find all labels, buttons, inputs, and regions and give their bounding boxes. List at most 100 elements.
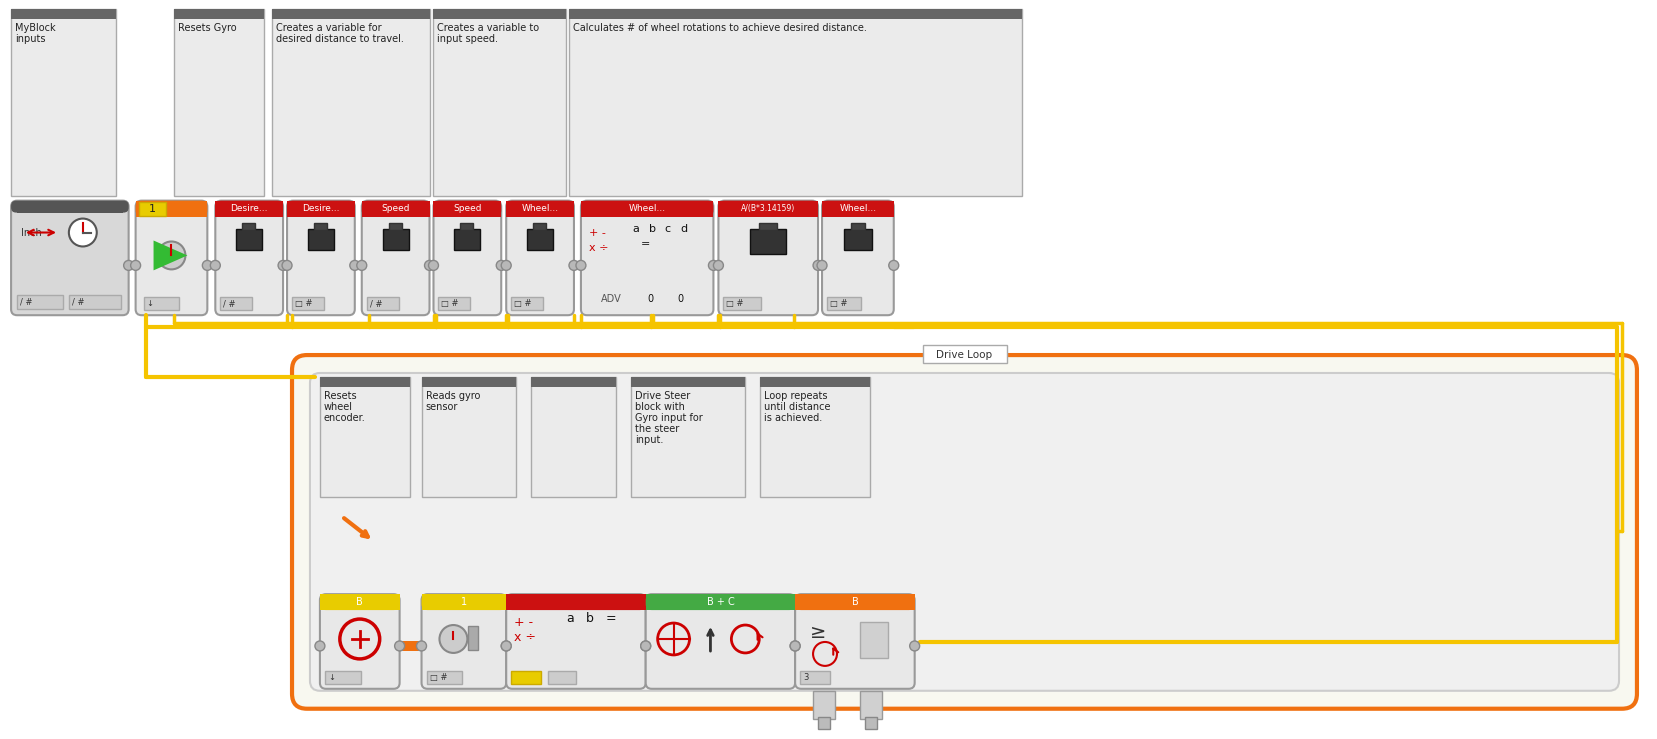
- Circle shape: [910, 641, 920, 651]
- Text: A/(B*3.14159): A/(B*3.14159): [741, 204, 795, 213]
- Bar: [507, 594, 646, 602]
- Polygon shape: [154, 240, 187, 270]
- Bar: [136, 200, 207, 208]
- FancyBboxPatch shape: [215, 200, 283, 316]
- Bar: [350, 208, 355, 217]
- Circle shape: [500, 641, 512, 651]
- Text: d: d: [681, 223, 688, 234]
- Bar: [828, 200, 888, 217]
- FancyBboxPatch shape: [434, 200, 500, 316]
- Bar: [434, 208, 439, 217]
- Text: block with: block with: [635, 402, 684, 412]
- Bar: [631, 377, 746, 497]
- Bar: [724, 297, 761, 310]
- Bar: [507, 200, 573, 208]
- Bar: [724, 200, 812, 217]
- Text: Wheel...: Wheel...: [522, 204, 558, 213]
- FancyBboxPatch shape: [646, 594, 795, 689]
- Circle shape: [424, 260, 434, 270]
- FancyBboxPatch shape: [719, 200, 819, 217]
- Bar: [582, 208, 587, 217]
- Bar: [434, 10, 567, 196]
- Bar: [287, 208, 293, 217]
- FancyBboxPatch shape: [795, 594, 915, 689]
- FancyBboxPatch shape: [822, 200, 893, 316]
- Bar: [361, 208, 368, 217]
- Bar: [568, 10, 1022, 196]
- Text: / #: / #: [20, 298, 33, 307]
- Bar: [439, 200, 495, 217]
- FancyBboxPatch shape: [822, 200, 893, 217]
- Bar: [708, 208, 714, 217]
- Text: Speed: Speed: [381, 204, 409, 213]
- Text: □ #: □ #: [830, 299, 847, 308]
- Circle shape: [790, 641, 800, 651]
- Bar: [220, 297, 252, 310]
- Circle shape: [124, 260, 134, 270]
- Text: + -: + -: [588, 228, 606, 237]
- Bar: [843, 228, 872, 251]
- Text: + -: + -: [514, 616, 534, 629]
- Bar: [174, 10, 263, 19]
- Bar: [292, 297, 323, 310]
- FancyBboxPatch shape: [292, 355, 1637, 709]
- Circle shape: [500, 641, 512, 651]
- Text: Desire...: Desire...: [230, 204, 268, 213]
- Bar: [272, 10, 429, 19]
- Bar: [428, 594, 500, 610]
- Circle shape: [568, 260, 578, 270]
- Circle shape: [315, 641, 325, 651]
- Bar: [320, 602, 326, 610]
- Bar: [272, 10, 429, 196]
- Bar: [568, 10, 1022, 19]
- Text: ADV: ADV: [600, 294, 621, 304]
- Circle shape: [577, 260, 587, 270]
- Bar: [424, 208, 429, 217]
- Circle shape: [500, 260, 512, 270]
- Bar: [819, 717, 830, 729]
- Bar: [326, 594, 394, 610]
- Circle shape: [641, 641, 651, 651]
- Text: 3: 3: [804, 672, 809, 682]
- Bar: [812, 208, 819, 217]
- Bar: [548, 671, 577, 684]
- Text: =: =: [641, 239, 650, 250]
- Circle shape: [416, 641, 426, 651]
- Text: b: b: [648, 223, 656, 234]
- Text: / #: / #: [71, 298, 85, 307]
- Circle shape: [394, 641, 404, 651]
- FancyBboxPatch shape: [421, 594, 507, 610]
- Bar: [582, 200, 714, 208]
- Bar: [17, 296, 63, 309]
- Text: ×: ×: [514, 672, 522, 682]
- Text: B: B: [852, 597, 858, 607]
- Text: B: B: [356, 597, 363, 607]
- Text: □ #: □ #: [514, 299, 532, 308]
- Text: until distance: until distance: [764, 402, 830, 412]
- Bar: [512, 200, 568, 217]
- Text: □ #: □ #: [726, 299, 744, 308]
- Bar: [532, 377, 616, 387]
- Bar: [789, 602, 795, 610]
- Text: wheel: wheel: [323, 402, 353, 412]
- Bar: [320, 377, 409, 497]
- Text: x ÷: x ÷: [588, 243, 608, 253]
- Bar: [512, 297, 543, 310]
- Text: Desire...: Desire...: [302, 204, 340, 213]
- FancyBboxPatch shape: [507, 594, 646, 610]
- Circle shape: [131, 260, 141, 270]
- Circle shape: [817, 260, 827, 270]
- Text: input.: input.: [635, 435, 663, 445]
- FancyBboxPatch shape: [582, 200, 714, 217]
- Bar: [277, 208, 283, 217]
- Bar: [527, 228, 553, 251]
- Bar: [534, 222, 547, 230]
- Bar: [761, 377, 870, 387]
- Text: B + C: B + C: [706, 597, 734, 607]
- Bar: [646, 602, 651, 610]
- Bar: [500, 602, 507, 610]
- Bar: [852, 222, 865, 230]
- Bar: [215, 208, 222, 217]
- Circle shape: [202, 260, 212, 270]
- Text: Creates a variable to: Creates a variable to: [437, 24, 540, 33]
